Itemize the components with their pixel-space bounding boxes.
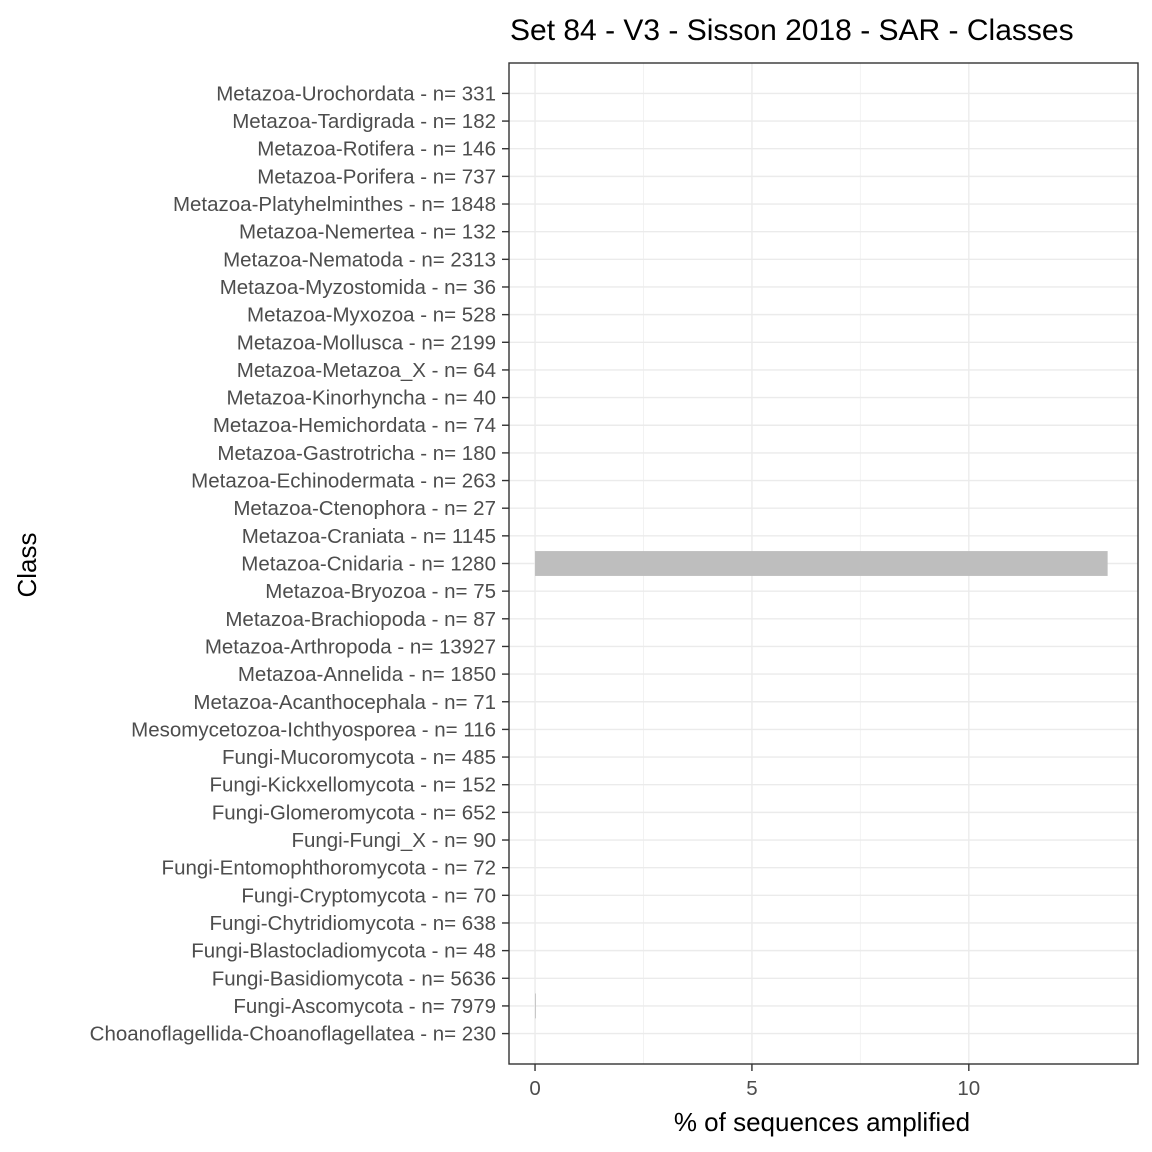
y-tick-label: Fungi-Basidiomycota - n= 5636 [212, 967, 496, 990]
chart-title: Set 84 - V3 - Sisson 2018 - SAR - Classe… [510, 14, 1074, 47]
y-tick-label: Metazoa-Cnidaria - n= 1280 [241, 553, 496, 576]
y-axis-title: Class [12, 532, 42, 597]
y-tick-label: Metazoa-Nematoda - n= 2313 [223, 248, 496, 271]
y-tick-label: Metazoa-Hemichordata - n= 74 [213, 414, 496, 437]
y-tick-label: Fungi-Mucoromycota - n= 485 [222, 746, 496, 769]
y-tick-label: Metazoa-Metazoa_X - n= 64 [237, 359, 496, 382]
y-tick-label: Fungi-Ascomycota - n= 7979 [233, 995, 496, 1018]
bar [535, 993, 536, 1019]
y-tick-label: Choanoflagellida-Choanoflagellatea - n= … [90, 1023, 496, 1046]
y-tick-label: Mesomycetozoa-Ichthyosporea - n= 116 [131, 718, 496, 741]
x-axis-title: % of sequences amplified [674, 1107, 970, 1137]
y-tick-label: Metazoa-Tardigrada - n= 182 [232, 110, 496, 133]
y-tick-label: Fungi-Blastocladiomycota - n= 48 [191, 940, 496, 963]
x-tick-label: 5 [746, 1077, 757, 1100]
y-tick-label: Metazoa-Porifera - n= 737 [257, 165, 496, 188]
y-axis: Choanoflagellida-Choanoflagellatea - n= … [90, 82, 509, 1046]
y-tick-label: Metazoa-Annelida - n= 1850 [238, 663, 496, 686]
y-tick-label: Metazoa-Brachiopoda - n= 87 [225, 608, 496, 631]
y-tick-label: Metazoa-Gastrotricha - n= 180 [217, 442, 496, 465]
y-tick-label: Metazoa-Echinodermata - n= 263 [191, 470, 496, 493]
y-tick-label: Fungi-Cryptomycota - n= 70 [241, 884, 496, 907]
bar [535, 551, 1108, 576]
y-tick-label: Fungi-Kickxellomycota - n= 152 [209, 774, 496, 797]
x-tick-label: 0 [529, 1077, 540, 1100]
y-tick-label: Metazoa-Urochordata - n= 331 [216, 82, 496, 105]
y-tick-label: Metazoa-Kinorhyncha - n= 40 [226, 387, 496, 410]
y-tick-label: Metazoa-Myzostomida - n= 36 [220, 276, 496, 299]
y-tick-label: Fungi-Chytridiomycota - n= 638 [209, 912, 496, 935]
y-tick-label: Metazoa-Ctenophora - n= 27 [233, 497, 496, 520]
y-tick-label: Metazoa-Rotifera - n= 146 [257, 138, 496, 161]
y-tick-label: Fungi-Entomophthoromycota - n= 72 [162, 857, 496, 880]
bars [535, 551, 1108, 1019]
y-tick-label: Metazoa-Arthropoda - n= 13927 [205, 635, 496, 658]
y-tick-label: Metazoa-Bryozoa - n= 75 [265, 580, 496, 603]
y-tick-label: Metazoa-Mollusca - n= 2199 [237, 331, 496, 354]
y-tick-label: Metazoa-Myxozoa - n= 528 [247, 304, 496, 327]
y-tick-label: Fungi-Glomeromycota - n= 652 [212, 801, 496, 824]
y-tick-label: Fungi-Fungi_X - n= 90 [291, 829, 496, 852]
y-tick-label: Metazoa-Platyhelminthes - n= 1848 [173, 193, 496, 216]
x-tick-label: 10 [957, 1077, 980, 1100]
y-tick-label: Metazoa-Acanthocephala - n= 71 [193, 691, 496, 714]
x-axis: 0 5 10 [529, 1064, 980, 1100]
y-tick-label: Metazoa-Craniata - n= 1145 [242, 525, 496, 548]
y-tick-label: Metazoa-Nemertea - n= 132 [239, 221, 496, 244]
